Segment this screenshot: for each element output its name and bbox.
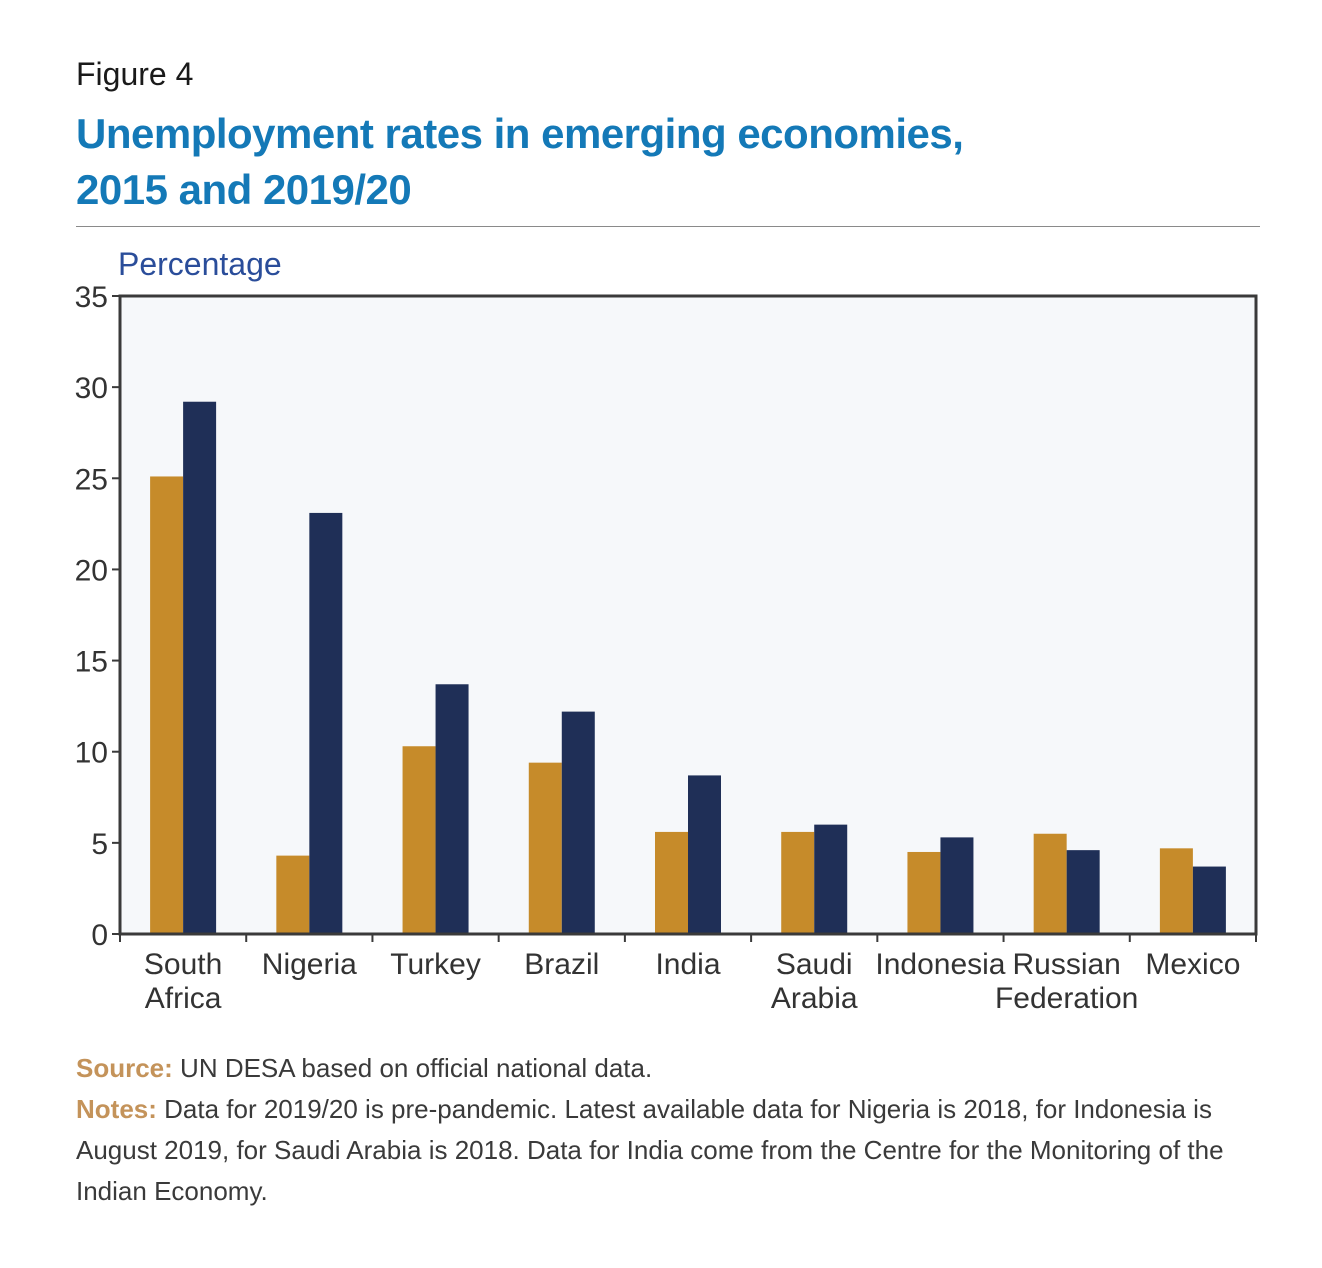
x-tick-label: Saudi <box>776 948 853 981</box>
x-tick-label: Indonesia <box>875 948 1005 981</box>
chart-title: Unemployment rates in emerging economies… <box>76 106 1076 218</box>
y-tick-label: 10 <box>75 737 108 770</box>
plot-frame <box>118 294 1258 936</box>
bar-series-2-4 <box>688 775 721 934</box>
bar-series-1-7 <box>1033 833 1067 934</box>
y-tick-label: 35 <box>75 281 108 314</box>
x-tick-label: Brazil <box>524 948 599 981</box>
x-tick-label: India <box>655 948 720 981</box>
bar-series-1-2 <box>402 746 436 934</box>
x-tick-label: Russian <box>1012 948 1120 981</box>
bar-series-2-7 <box>1066 850 1100 934</box>
bar-series-1-3 <box>528 762 562 934</box>
y-tick-label: 5 <box>91 828 108 861</box>
notes-block: Source: UN DESA based on official nation… <box>76 1048 1256 1212</box>
x-tick-label: South <box>144 948 222 981</box>
notes-key: Notes: <box>76 1094 157 1124</box>
x-tick-label: Nigeria <box>262 948 357 981</box>
x-tick-label: Arabia <box>771 982 858 1015</box>
x-tick-label: Mexico <box>1145 948 1240 981</box>
notes-line: Notes: Data for 2019/20 is pre-pandemic.… <box>76 1089 1256 1212</box>
bar-series-1-8 <box>1159 848 1193 934</box>
bar-series-2-8 <box>1192 866 1226 934</box>
bar-series-2-2 <box>435 684 469 934</box>
y-tick-label: 20 <box>75 554 108 587</box>
y-axis-label: Percentage <box>118 246 282 282</box>
bar-series-1-4 <box>655 831 688 934</box>
bar-series-1-0 <box>150 476 184 934</box>
y-tick-label: 15 <box>75 646 108 679</box>
bar-series-2-5 <box>814 824 848 934</box>
source-text: UN DESA based on official national data. <box>172 1053 653 1083</box>
y-tick-label: 25 <box>75 463 108 496</box>
chart-title-line-2: 2015 and 2019/20 <box>76 166 412 213</box>
chart-title-line-1: Unemployment rates in emerging economies… <box>76 110 964 157</box>
bar-series-2-6 <box>940 837 974 934</box>
source-line: Source: UN DESA based on official nation… <box>76 1048 1256 1089</box>
bars-group <box>150 401 1226 934</box>
bar-series-1-5 <box>781 831 815 934</box>
notes-text: Data for 2019/20 is pre-pandemic. Latest… <box>76 1094 1224 1206</box>
title-divider <box>76 226 1260 227</box>
bar-series-2-1 <box>309 512 343 934</box>
y-tick-label: 30 <box>75 372 108 405</box>
bar-series-1-1 <box>276 855 310 934</box>
y-axis: 0 5 10 15 20 25 30 35 <box>75 281 120 952</box>
bar-series-1-6 <box>907 851 941 934</box>
x-tick-label: Turkey <box>390 948 481 981</box>
x-tick-label: Africa <box>145 982 222 1015</box>
bar-series-2-3 <box>561 711 595 934</box>
y-tick-label: 0 <box>91 919 108 952</box>
source-key: Source: <box>76 1053 173 1083</box>
figure-label: Figure 4 <box>76 56 194 92</box>
x-tick-label: Federation <box>995 982 1138 1015</box>
bar-series-2-0 <box>183 401 217 934</box>
